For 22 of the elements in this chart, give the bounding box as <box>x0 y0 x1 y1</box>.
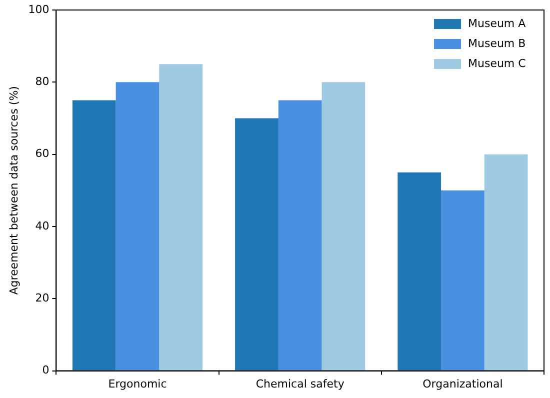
legend-label: Museum C <box>468 56 526 70</box>
y-tick-label: 0 <box>42 364 50 377</box>
bar <box>116 82 160 370</box>
y-tick-label: 80 <box>35 75 50 88</box>
x-tick-label: Ergonomic <box>108 377 167 390</box>
y-axis-title: Agreement between data sources (%) <box>7 86 20 295</box>
y-tick-label: 20 <box>35 292 50 304</box>
x-tick-label: Organizational <box>422 377 503 390</box>
bar <box>398 172 442 370</box>
bar <box>159 64 203 370</box>
y-tick-label: 60 <box>35 147 50 160</box>
bar <box>278 100 322 370</box>
bar <box>235 118 278 370</box>
bar <box>484 154 528 370</box>
legend-label: Museum A <box>468 16 526 30</box>
legend-label: Museum B <box>468 36 526 50</box>
bar <box>441 190 484 370</box>
bar <box>322 82 366 370</box>
y-tick-label: 100 <box>28 2 50 16</box>
y-tick-label: 40 <box>35 219 50 232</box>
x-tick-label: Chemical safety <box>256 377 345 390</box>
bar <box>72 100 116 370</box>
